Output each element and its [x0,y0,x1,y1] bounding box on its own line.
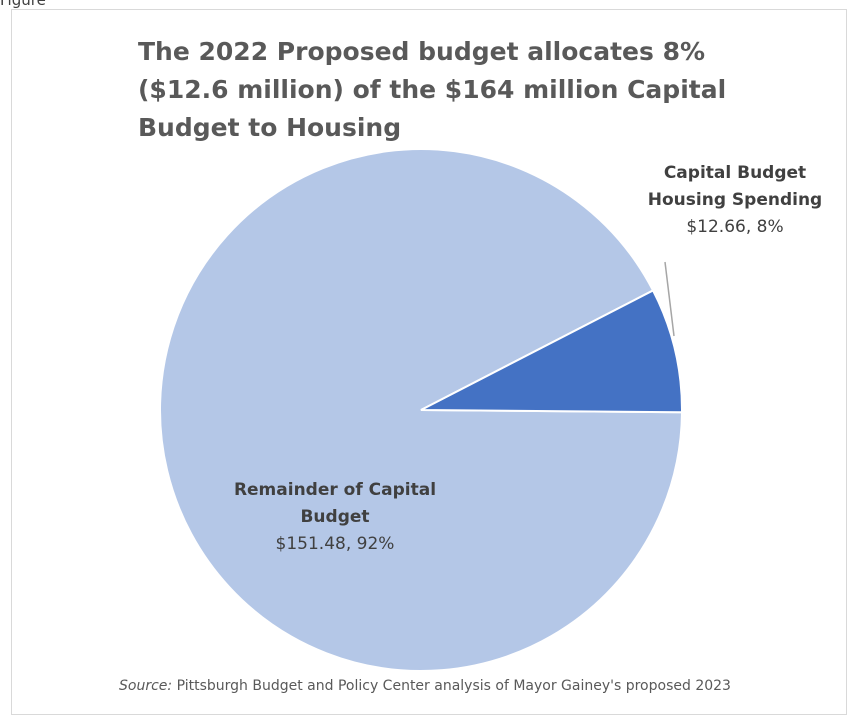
pie-slice-housing[interactable] [420,289,683,414]
data-label-housing-value: $12.66, 8% [686,217,784,237]
source-text: Pittsburgh Budget and Policy Center anal… [172,678,731,694]
data-label-remainder: Remainder of Capital Budget $151.48, 92% [220,477,450,558]
leader-line [664,261,675,337]
data-label-housing: Capital Budget Housing Spending $12.66, … [630,160,840,241]
chart-title: The 2022 Proposed budget allocates 8% ($… [138,37,727,142]
figure-label: Figure [0,0,46,9]
data-label-housing-name: Capital Budget Housing Spending [647,163,823,210]
data-label-remainder-value: $151.48, 92% [275,534,395,554]
data-label-remainder-name: Remainder of Capital Budget [233,480,437,527]
source-prefix: Source: [119,678,173,694]
source-note: Source: Pittsburgh Budget and Policy Cen… [0,678,850,694]
